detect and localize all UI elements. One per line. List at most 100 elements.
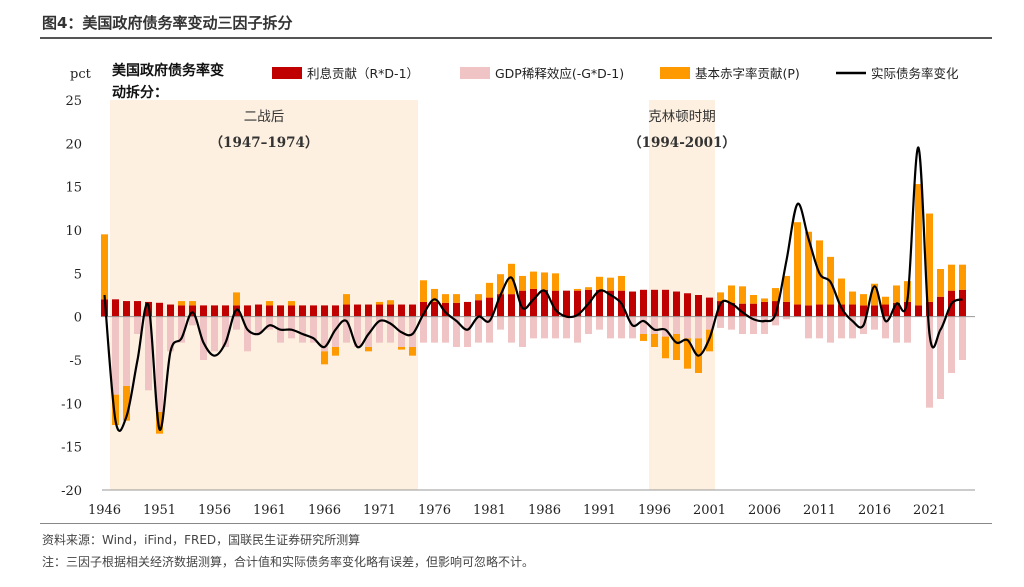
bar-gdp [288,316,295,339]
bar-interest [761,301,768,317]
bar-interest [541,289,548,317]
bar-deficit [860,294,867,306]
bar-deficit [607,277,614,291]
y-tick-label: 10 [65,224,82,239]
bar-deficit [321,351,328,365]
bar-gdp [838,316,845,339]
bar-interest [255,304,262,317]
x-tick-label: 2021 [913,503,946,518]
bar-interest [838,304,845,317]
bar-gdp [200,316,207,360]
y-tick-label: -15 [61,441,82,456]
bar-gdp [816,316,823,339]
bar-gdp [255,316,262,334]
bar-interest [266,305,273,317]
bar-gdp [112,316,119,395]
bar-deficit [376,301,383,305]
bar-gdp [684,316,691,339]
bar-gdp [134,316,141,334]
bar-interest [508,294,515,317]
bar-interest [640,289,647,317]
bar-interest [464,301,471,317]
bar-gdp [387,316,394,343]
bar-gdp [299,316,306,343]
bar-interest [299,305,306,317]
x-tick-label: 1966 [308,503,341,518]
bar-gdp [343,316,350,343]
legend-swatch-interest [272,67,302,79]
bar-interest [277,305,284,317]
bar-interest [420,301,427,317]
bar-deficit [618,275,625,291]
bar-gdp [893,316,900,343]
bar-deficit [398,347,405,350]
legend-label-gdp: GDP稀释效应(-G*D-1) [495,66,624,81]
bar-gdp [519,316,526,347]
bar-interest [112,299,119,317]
bar-deficit [651,334,658,347]
bar-interest [222,305,229,317]
x-tick-label: 1956 [198,503,231,518]
legend-label-interest: 利息贡献（R*D-1） [307,66,419,81]
bar-deficit [882,296,889,305]
legend-label-deficit: 基本赤字率贡献(P) [695,66,800,81]
bar-gdp [673,316,680,334]
legend-swatch-deficit [660,67,690,79]
bar-interest [794,304,801,317]
bar-deficit [156,412,163,434]
x-tick-label: 1946 [88,503,121,518]
bar-interest [728,302,735,317]
bar-gdp [222,316,229,347]
bar-deficit [343,294,350,305]
bar-deficit [596,276,603,290]
bar-interest [805,305,812,317]
bar-gdp [244,316,251,352]
y-tick-label: 20 [65,137,82,152]
bar-interest [530,288,537,317]
bar-gdp [321,316,328,352]
bar-gdp [574,316,581,343]
bar-gdp [123,316,130,386]
bar-interest [695,295,702,317]
bar-interest [596,289,603,317]
bar-interest [871,305,878,317]
x-tick-label: 2011 [803,503,836,518]
bar-gdp [266,316,273,330]
bar-gdp [805,316,812,339]
bar-interest [706,297,713,317]
bar-deficit [728,285,735,303]
bar-interest [486,297,493,317]
bar-deficit [937,269,944,297]
bar-interest [332,305,339,317]
bar-deficit [530,271,537,289]
bar-interest [629,291,636,317]
bar-interest [739,303,746,317]
bar-gdp [596,316,603,330]
bar-deficit [915,184,922,306]
bar-interest [519,290,526,317]
bar-deficit [486,282,493,298]
bar-deficit [442,294,449,303]
bar-gdp [695,316,702,339]
bar-gdp [959,316,966,360]
legend-label-actual: 实际债务率变化 [871,66,959,81]
bar-interest [772,301,779,317]
bar-gdp [640,316,647,334]
period-range-label: （1947–1974） [210,135,319,151]
x-tick-label: 2001 [693,503,726,518]
chart-title-line-2: 动拆分： [112,84,168,101]
bar-deficit [453,294,460,303]
bar-deficit [431,288,438,302]
bar-deficit [640,334,647,341]
bar-gdp [739,316,746,334]
bar-interest [475,300,482,317]
bar-interest [662,289,669,317]
bar-deficit [288,301,295,306]
y-tick-label: 25 [65,94,82,109]
bar-gdp [717,316,724,328]
bar-deficit [233,292,240,306]
x-tick-label: 1991 [583,503,616,518]
bar-gdp [849,316,856,339]
bar-gdp [706,316,713,330]
